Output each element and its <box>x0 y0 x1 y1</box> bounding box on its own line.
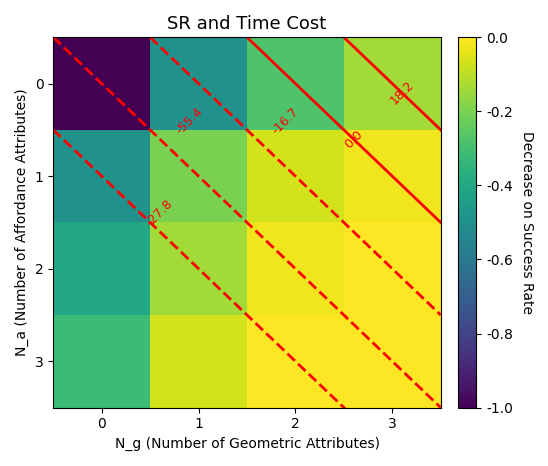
Text: -55.4: -55.4 <box>173 104 205 137</box>
Title: SR and Time Cost: SR and Time Cost <box>167 15 327 33</box>
X-axis label: N_g (Number of Geometric Attributes): N_g (Number of Geometric Attributes) <box>115 437 380 451</box>
Text: 18.2: 18.2 <box>387 78 416 107</box>
Text: -16.7: -16.7 <box>270 105 302 137</box>
Y-axis label: N_a (Number of Affordance Attributes): N_a (Number of Affordance Attributes) <box>15 89 29 356</box>
Text: 0.0: 0.0 <box>342 128 365 151</box>
Y-axis label: Decrease on Success Rate: Decrease on Success Rate <box>520 131 534 314</box>
Text: -27.8: -27.8 <box>144 197 176 229</box>
